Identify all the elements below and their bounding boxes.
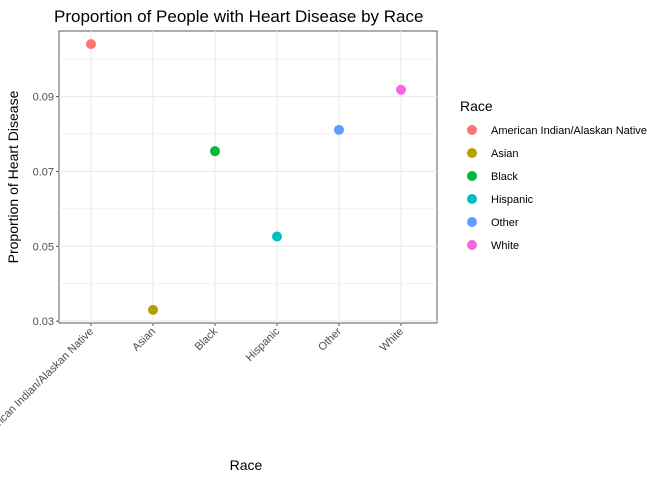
plot-panel <box>58 30 438 324</box>
legend-label: Other <box>491 217 519 229</box>
data-point <box>148 304 158 315</box>
legend-key <box>467 217 477 227</box>
y-tick-label: 0.03 <box>33 316 54 328</box>
data-point <box>86 39 96 50</box>
chart-title: Proportion of People with Heart Disease … <box>54 7 423 26</box>
legend-label: White <box>491 240 519 252</box>
legend-key <box>467 171 477 181</box>
y-tick-label: 0.07 <box>33 166 54 178</box>
legend-label: American Indian/Alaskan Native <box>491 125 647 137</box>
y-tick-label: 0.09 <box>33 92 54 104</box>
legend-key <box>467 240 477 250</box>
legend-key <box>467 125 477 135</box>
legend-label: Hispanic <box>491 194 534 206</box>
grid <box>59 31 437 323</box>
x-axis-title: Race <box>230 457 263 473</box>
data-point <box>272 231 282 242</box>
legend-label: Asian <box>491 148 519 160</box>
legend: Race American Indian/Alaskan Native Asian… <box>460 98 647 252</box>
y-axis-title: Proportion of Heart Disease <box>5 90 21 263</box>
data-point <box>396 84 406 95</box>
legend-label: Black <box>491 171 518 183</box>
legend-key <box>467 148 477 158</box>
y-tick-label: 0.05 <box>33 241 54 253</box>
legend-key <box>467 194 477 204</box>
data-point <box>334 124 344 135</box>
legend-title: Race <box>460 98 493 114</box>
y-axis: 0.03 0.05 0.07 0.09 <box>33 92 59 328</box>
data-point <box>210 146 220 157</box>
points <box>86 39 406 315</box>
